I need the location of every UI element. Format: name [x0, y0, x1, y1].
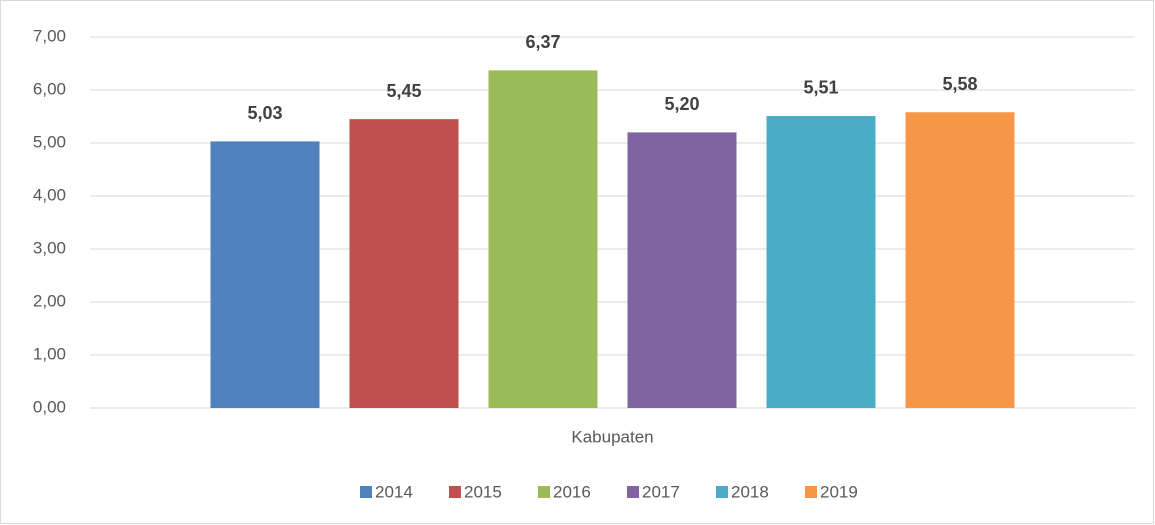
legend-swatch [716, 486, 728, 498]
y-tick-label: 4,00 [33, 185, 66, 204]
bar [627, 132, 737, 408]
value-label: 5,45 [386, 81, 421, 101]
legend-label: 2014 [375, 482, 413, 501]
y-tick-label: 5,00 [33, 132, 66, 151]
bar [210, 141, 320, 408]
value-label: 5,20 [664, 94, 699, 114]
value-label: 6,37 [525, 32, 560, 52]
legend-label: 2018 [731, 482, 769, 501]
bar [905, 112, 1015, 408]
y-tick-label: 2,00 [33, 291, 66, 310]
bar [766, 115, 876, 408]
y-tick-label: 1,00 [33, 344, 66, 363]
value-label: 5,58 [942, 74, 977, 94]
y-tick-label: 7,00 [33, 26, 66, 45]
legend-swatch [449, 486, 461, 498]
y-tick-label: 6,00 [33, 79, 66, 98]
legend-label: 2019 [820, 482, 858, 501]
value-label: 5,03 [247, 103, 282, 123]
legend-label: 2017 [642, 482, 680, 501]
y-tick-label: 3,00 [33, 238, 66, 257]
legend-label: 2016 [553, 482, 591, 501]
x-tick-label: Kabupaten [571, 427, 653, 446]
legend-swatch [538, 486, 550, 498]
legend-swatch [627, 486, 639, 498]
bar [349, 119, 459, 409]
legend-label: 2015 [464, 482, 502, 501]
legend-swatch [805, 486, 817, 498]
legend-swatch [360, 486, 372, 498]
value-label: 5,51 [803, 78, 838, 98]
bar [488, 70, 598, 408]
y-tick-label: 0,00 [33, 397, 66, 416]
